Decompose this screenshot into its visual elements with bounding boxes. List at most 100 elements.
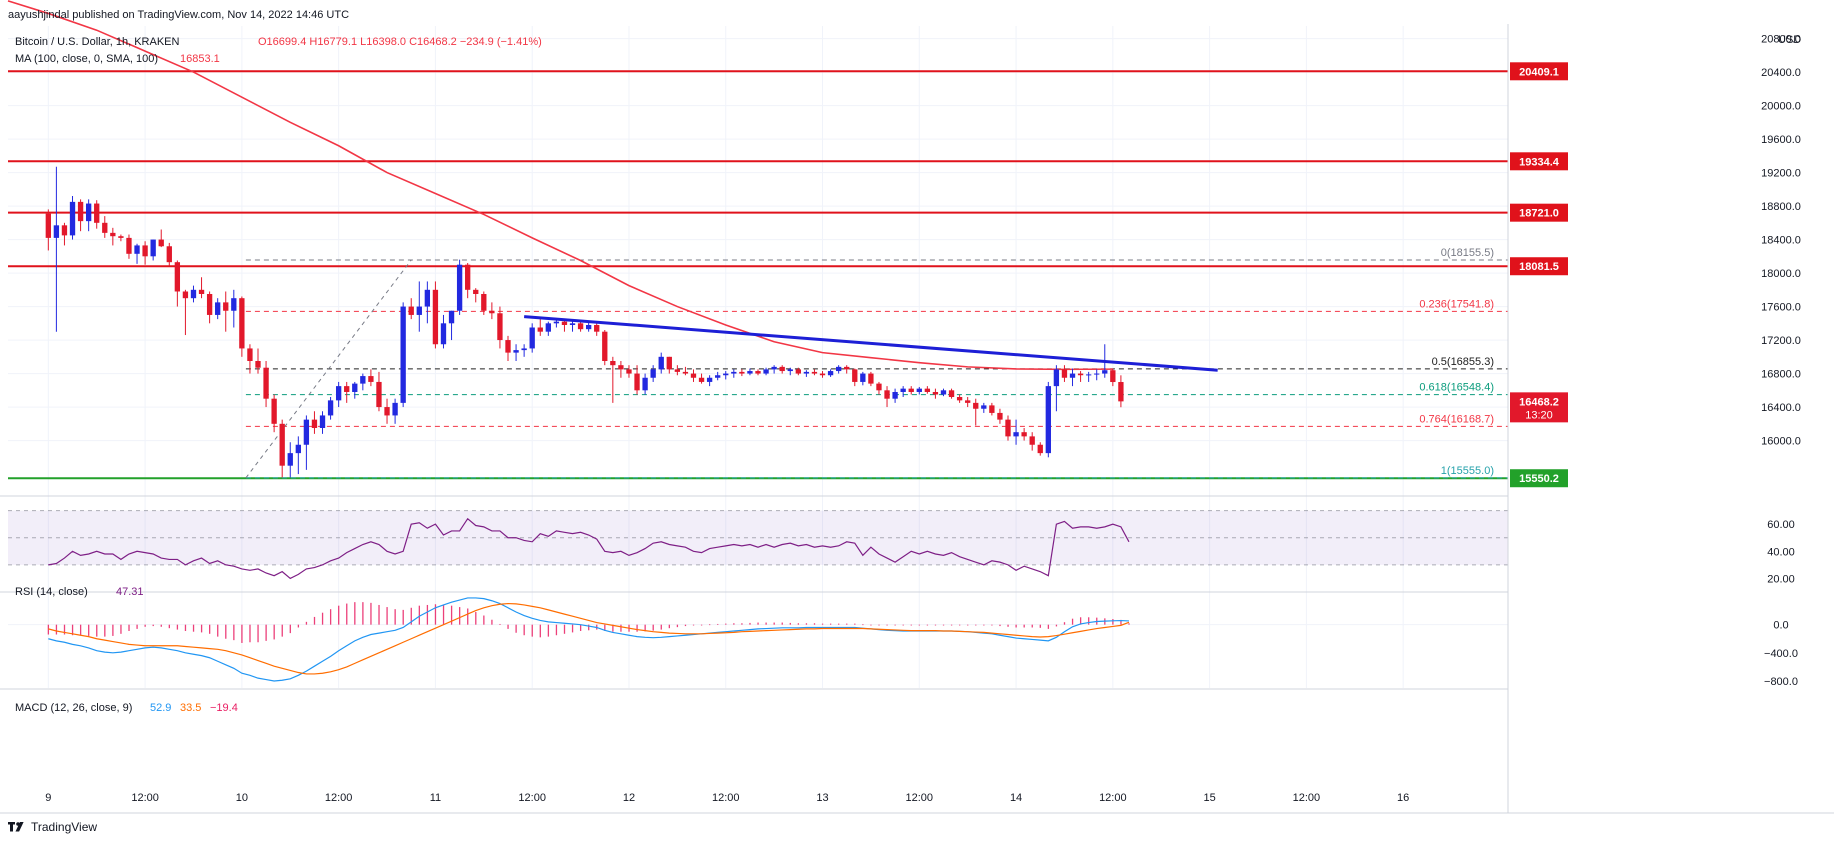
macd-value-signal: 33.5 — [180, 702, 201, 714]
candle-body — [811, 371, 818, 374]
candle-body — [1005, 419, 1011, 437]
macd-histogram-bar — [297, 624, 300, 628]
macd-histogram-bar — [563, 624, 566, 634]
macd-histogram-bar — [789, 622, 791, 625]
y-tick-label: 16800.0 — [1761, 369, 1801, 381]
tradingview-logo-icon[interactable] — [8, 822, 24, 832]
macd-histogram-bar — [612, 624, 614, 632]
candle-body — [102, 222, 108, 233]
macd-histogram-bar — [499, 623, 501, 625]
macd-histogram-bar — [959, 624, 961, 626]
macd-histogram-bar — [515, 624, 517, 633]
fib-level-label: 0.236(17541.8) — [1419, 298, 1494, 310]
macd-histogram-bar — [547, 624, 550, 637]
macd-histogram-bar — [886, 624, 888, 626]
candle-body — [190, 289, 197, 299]
candle-body — [513, 350, 519, 353]
macd-histogram-bar — [88, 624, 90, 636]
candle-body — [569, 323, 576, 325]
macd-histogram-bar — [120, 624, 122, 634]
macd-histogram-bar — [805, 623, 808, 625]
macd-histogram-bar — [620, 624, 622, 632]
candle-body — [819, 373, 826, 376]
candle-body — [45, 213, 51, 238]
macd-histogram-bar — [475, 612, 477, 625]
level-price-badge — [1510, 62, 1568, 81]
candle-body — [53, 225, 60, 238]
macd-histogram-bar — [1088, 617, 1090, 625]
macd-histogram-bar — [660, 624, 662, 630]
macd-histogram-bar — [967, 624, 969, 626]
macd-histogram-bar — [676, 624, 679, 628]
level-price-badge — [1510, 469, 1568, 488]
macd-histogram-bar — [1079, 617, 1082, 625]
candle-body — [771, 366, 777, 370]
candle-body — [432, 289, 439, 345]
macd-histogram-bar — [531, 624, 533, 637]
candle-body — [965, 400, 971, 403]
candle-body — [223, 302, 229, 311]
x-tick-label: 12:00 — [1099, 792, 1127, 804]
candle-body — [666, 356, 672, 370]
candle-body — [287, 453, 293, 466]
candle-body — [335, 386, 342, 401]
x-tick-label: 14 — [1010, 792, 1022, 804]
rsi-tick-label: 60.00 — [1767, 519, 1795, 531]
candle-body — [61, 225, 68, 236]
candle-body — [110, 232, 116, 237]
candle-body — [263, 367, 269, 399]
macd-histogram-bar — [426, 604, 429, 625]
macd-histogram-bar — [1007, 624, 1009, 627]
candle-body — [610, 361, 616, 366]
tradingview-brand-text[interactable]: TradingView — [31, 820, 97, 834]
macd-histogram-bar — [991, 624, 993, 626]
countdown-label: 13:20 — [1525, 409, 1553, 421]
candle-body — [989, 405, 995, 413]
level-price-label: 18081.5 — [1519, 261, 1559, 273]
candle-body — [948, 390, 955, 398]
macd-histogram-bar — [354, 602, 356, 625]
candle-body — [529, 327, 535, 349]
candle-body — [803, 371, 810, 374]
candle-body — [690, 373, 697, 378]
candle-body — [1085, 374, 1092, 376]
candle-body — [1077, 373, 1084, 376]
fib-level-label: 0(18155.5) — [1441, 247, 1494, 259]
macd-histogram-bar — [749, 622, 751, 625]
level-price-badge — [1510, 203, 1568, 222]
y-tick-label: 18800.0 — [1761, 201, 1801, 213]
macd-histogram-bar — [579, 624, 582, 631]
candle-body — [940, 390, 947, 395]
candle-body — [118, 236, 124, 238]
candle-body — [182, 291, 189, 299]
candle-body — [368, 376, 374, 382]
candle-body — [674, 369, 681, 372]
fib-level-label: 0.618(16548.4) — [1419, 382, 1494, 394]
macd-histogram-bar — [378, 604, 380, 625]
macd-histogram-bar — [878, 624, 880, 626]
x-tick-label: 12:00 — [325, 792, 353, 804]
macd-histogram-bar — [846, 623, 848, 625]
candle-body — [852, 369, 858, 382]
candle-body — [650, 369, 656, 378]
macd-histogram-bar — [507, 624, 509, 629]
candle-body — [69, 201, 76, 236]
x-tick-label: 12:00 — [906, 792, 934, 804]
candle-body — [448, 310, 455, 324]
candle-body — [1118, 382, 1124, 402]
macd-histogram-bar — [983, 624, 985, 626]
level-price-label: 18721.0 — [1519, 208, 1559, 220]
candle-body — [577, 323, 584, 330]
macd-tick-label: −800.0 — [1764, 676, 1798, 688]
macd-histogram-bar — [781, 622, 783, 625]
candle-body — [271, 398, 277, 424]
macd-histogram-bar — [588, 624, 590, 631]
macd-histogram-bar — [838, 623, 840, 625]
macd-histogram-bar — [926, 624, 929, 626]
macd-histogram-bar — [910, 624, 912, 626]
fib-level-label: 0.5(16855.3) — [1432, 356, 1494, 368]
macd-histogram-bar — [225, 624, 227, 639]
macd-histogram-bar — [152, 624, 154, 627]
